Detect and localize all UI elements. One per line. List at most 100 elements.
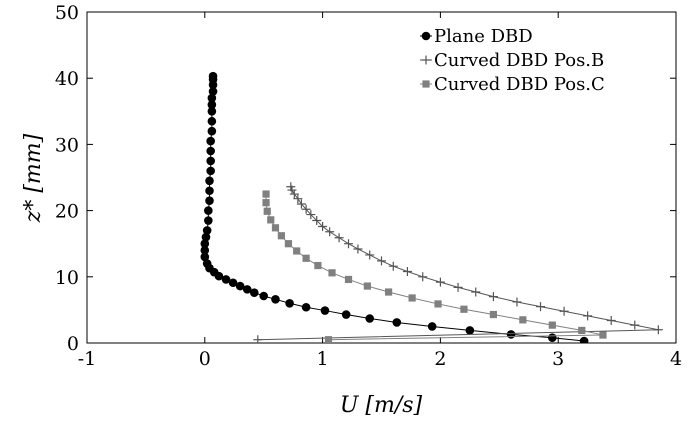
data-point [388, 261, 398, 271]
legend-label: Plane DBD [434, 26, 533, 47]
data-point [201, 232, 211, 242]
data-point [235, 281, 245, 291]
series-1 [200, 71, 589, 343]
data-point [653, 325, 663, 335]
data-point [402, 267, 412, 277]
data-point [465, 326, 475, 335]
legend: Plane DBD Curved DBD Pos.B Curved DBD Pos.… [420, 26, 605, 95]
data-point [314, 261, 322, 270]
data-point [221, 275, 231, 284]
data-point [312, 216, 322, 226]
legend-label: Curved DBD Pos.C [434, 74, 605, 95]
data-point [202, 259, 212, 268]
data-point [207, 100, 217, 109]
data-point [205, 176, 214, 186]
x-tick-label: 1 [317, 348, 329, 370]
legend-label: Curved DBD Pos.B [434, 50, 604, 71]
data-point [202, 226, 212, 235]
data-point [578, 326, 586, 335]
data-point [489, 310, 498, 319]
data-point [277, 232, 285, 240]
data-point [365, 314, 375, 323]
data-point [512, 297, 522, 307]
y-tick-label: 40 [55, 68, 79, 90]
data-point [583, 311, 593, 321]
data-point [204, 216, 213, 225]
data-point [460, 305, 468, 313]
data-point [630, 320, 640, 330]
data-point [328, 269, 336, 277]
data-point [471, 287, 481, 297]
data-point [289, 189, 299, 199]
data-point [435, 277, 445, 287]
series-2 [253, 182, 663, 343]
x-tick-label: 4 [670, 348, 682, 370]
series [200, 71, 663, 343]
x-tick-label: -1 [78, 348, 97, 370]
data-point [207, 93, 217, 103]
data-point [559, 306, 569, 316]
y-tick-label: 50 [55, 2, 79, 24]
data-point [262, 199, 270, 207]
data-point [506, 330, 516, 339]
data-point [363, 282, 371, 290]
data-point [606, 315, 616, 325]
data-point [325, 227, 335, 237]
data-point [341, 310, 351, 319]
data-point [200, 252, 210, 262]
legend-entry: Curved DBD Pos.B [420, 50, 604, 71]
data-point [519, 316, 527, 324]
legend-entry: Curved DBD Pos.C [420, 74, 605, 95]
data-point [318, 221, 328, 231]
data-point [293, 247, 301, 255]
data-point [324, 336, 333, 343]
x-tick-label: 0 [199, 348, 211, 370]
data-point [267, 216, 275, 224]
data-point [365, 250, 375, 260]
data-point [344, 239, 354, 249]
data-point [208, 71, 218, 81]
data-point [599, 331, 607, 339]
data-point [334, 233, 344, 243]
plot-area [86, 11, 677, 344]
data-point [207, 126, 217, 136]
data-point [548, 333, 557, 343]
y-tick-label: 10 [55, 267, 79, 289]
data-point [271, 224, 280, 232]
x-axis-label: U [m/s] [340, 393, 423, 418]
data-point [548, 321, 556, 329]
data-point [208, 87, 218, 96]
data-point [200, 246, 210, 255]
data-point [302, 254, 310, 262]
data-point [306, 210, 316, 220]
data-point [377, 256, 386, 266]
data-point [207, 107, 217, 116]
data-point [286, 182, 296, 192]
data-point [296, 199, 306, 209]
x-tick-label: 3 [552, 348, 564, 370]
data-point [205, 186, 214, 196]
data-point [228, 278, 238, 288]
data-point [536, 302, 546, 312]
data-point [418, 272, 428, 282]
data-point [200, 239, 210, 248]
y-axis-label: z* [mm] [21, 133, 46, 223]
data-point [488, 292, 498, 302]
data-point [353, 244, 363, 254]
data-point [579, 336, 589, 343]
data-point [392, 318, 402, 327]
data-point [293, 194, 303, 204]
data-point [259, 291, 269, 301]
data-point [253, 335, 263, 343]
data-point [434, 300, 442, 308]
legend-entry: Plane DBD [420, 26, 533, 47]
data-point [263, 207, 271, 215]
data-point [384, 288, 393, 296]
legend-marker [421, 31, 431, 41]
legend-marker [422, 80, 430, 88]
legend-marker [421, 55, 431, 65]
y-tick-label: 20 [55, 201, 79, 223]
data-point [205, 196, 214, 205]
